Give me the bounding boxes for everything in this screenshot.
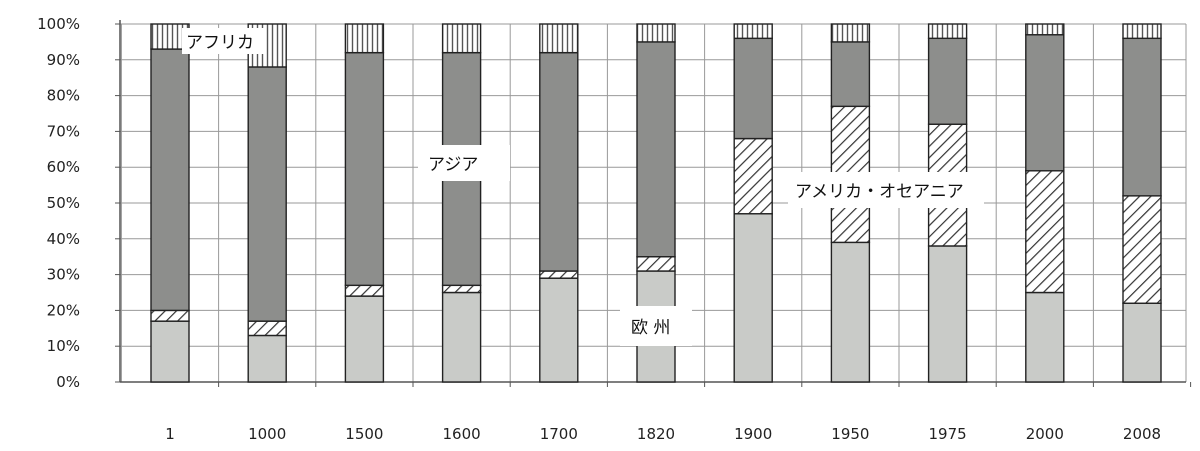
bar-segment [247,66,287,322]
bar-segment [150,309,190,322]
x-tick-label: 1600 [443,425,481,443]
bar-segment [733,23,773,40]
labels: 0% 10% 20% 30% 40% 50% 60% 70% 80% 90% 100% 1 1000 15… [37,15,1161,443]
x-tick-label: 1700 [540,425,578,443]
bar-segment [441,291,482,383]
bar-segment [247,320,287,337]
y-tick-label: 30% [47,266,80,284]
label-asia: アジア [418,145,510,181]
bar-segment [733,37,773,140]
bar-segment [441,284,482,294]
bar-segment [1025,34,1065,172]
y-tick-label: 50% [47,194,80,212]
x-tick-label: 1975 [929,425,967,443]
bar-segment [344,51,385,287]
label-america-oceania: アメリカ・オセアニア [788,172,984,208]
bar-segment [830,41,871,108]
bar-segment [539,23,579,54]
y-tick-label: 10% [47,337,80,355]
y-tick-label: 90% [47,51,80,69]
label-asia-text: アジア [428,155,478,175]
y-tick-label: 60% [47,158,80,176]
x-tick-label: 1000 [248,425,286,443]
bar-segment [733,137,773,215]
x-tick-label: 1950 [831,425,869,443]
label-africa-text: アフリカ [186,33,254,53]
bar-segment [733,213,773,383]
bar-segment [1122,195,1162,304]
bar-segment [636,256,676,272]
bar-segment [344,295,385,383]
x-tick-label: 1 [165,425,175,443]
bar-segment [150,320,190,383]
bar-segment [150,48,190,312]
bar-segment [830,241,871,383]
bar-segment [927,37,968,125]
bar-segment [927,23,968,40]
x-tick-label: 1900 [734,425,772,443]
x-tick-label: 1500 [345,425,383,443]
bar-segment [830,23,871,43]
x-tick-label: 2000 [1026,425,1064,443]
y-tick-label: 80% [47,87,80,105]
bar-segment [636,23,676,43]
bar-segment [247,334,287,383]
bar-segment [539,51,579,272]
label-europe-text: 欧 州 [631,318,670,338]
bar-segment [1122,23,1162,40]
y-tick-label: 100% [37,15,80,33]
label-america-oceania-text: アメリカ・オセアニア [795,182,964,202]
bar-segment [1122,37,1162,197]
bar-segment [539,277,579,383]
label-europe: 欧 州 [620,306,692,346]
bar-segment [539,270,579,279]
bar-segment [1025,291,1065,383]
bar-segment [344,23,385,54]
label-africa: アフリカ [182,28,266,54]
x-tick-label: 2008 [1123,425,1161,443]
bar-segment [441,23,482,54]
bar-segment [927,245,968,383]
y-tick-label: 40% [47,230,80,248]
y-tick-label: 20% [47,301,80,319]
y-tick-label: 70% [47,122,80,140]
bar-segment [1025,23,1065,36]
bar-segment [344,284,385,297]
y-tick-label: 0% [56,373,80,391]
bar-segment [1025,170,1065,294]
x-tick-label: 1820 [637,425,675,443]
bar-segment [1122,302,1162,383]
bar-segment [636,41,676,258]
